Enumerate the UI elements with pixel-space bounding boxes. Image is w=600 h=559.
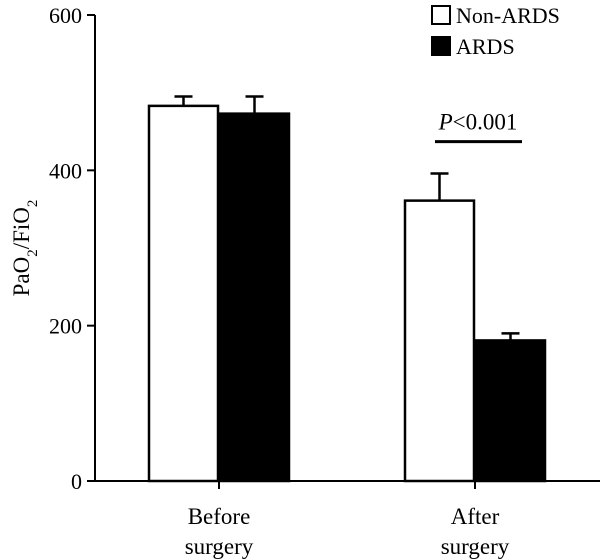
legend-swatch — [431, 5, 451, 25]
bar — [147, 104, 220, 483]
axes: 0 200 400 600 Before surgery After surgery — [49, 3, 600, 559]
y-tick-label: 600 — [49, 3, 82, 28]
y-tick-label: 400 — [49, 158, 82, 183]
bar — [403, 199, 476, 483]
y-axis-label: PaO2/FiO2 — [9, 200, 41, 297]
legend-label: ARDS — [456, 34, 515, 59]
y-tick-label: 0 — [71, 469, 82, 494]
x-tick-label: After — [451, 504, 500, 529]
y-axis-title: PaO2/FiO2 — [9, 200, 41, 297]
p-value-label: P<0.001 — [438, 110, 518, 135]
legend-swatch — [431, 36, 451, 56]
bar — [474, 339, 547, 483]
significance-annotation: P<0.001 — [435, 110, 522, 144]
y-tick-label: 200 — [49, 314, 82, 339]
bar — [218, 112, 291, 483]
legend-label: Non-ARDS — [456, 3, 560, 28]
x-tick-label: surgery — [185, 534, 254, 559]
legend: Non-ARDS ARDS — [431, 3, 560, 59]
error-bars — [174, 95, 520, 341]
x-tick-label: surgery — [441, 534, 510, 559]
x-tick-label: Before — [188, 504, 251, 529]
bars — [147, 104, 547, 483]
